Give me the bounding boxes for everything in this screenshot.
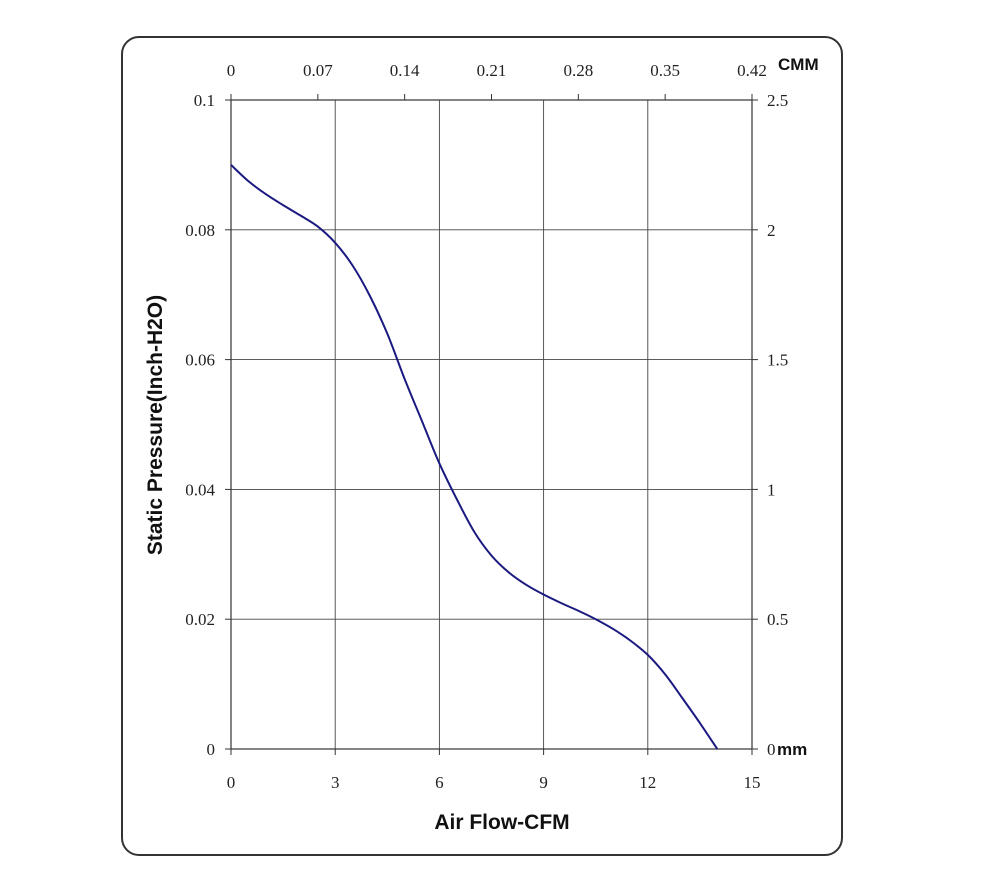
plot-border [230,99,753,750]
top-tick-label: 0.28 [563,61,593,80]
top-tick-label: 0.07 [303,61,333,80]
tick-marks [225,94,758,755]
chart-frame [121,36,843,856]
top-tick-label: 0.14 [390,61,420,80]
right-tick-label: 1.5 [767,351,788,370]
right-axis-unit: mm [777,740,807,759]
x-tick-label: 3 [331,773,340,792]
y-tick-label: 0.06 [185,351,215,370]
y-tick-label: 0.02 [185,610,215,629]
top-tick-label: 0.42 [737,61,767,80]
series-layer [230,164,719,750]
y-tick-label: 0.04 [185,480,215,499]
top-axis-unit: CMM [778,55,819,74]
grid [231,100,752,749]
x-tick-label: 0 [227,773,236,792]
top-tick-label: 0.21 [477,61,507,80]
top-tick-label: 0 [227,61,236,80]
right-tick-label: 0 [767,740,776,759]
performance-curve [230,164,719,750]
y-axis-title: Static Pressure(Inch-H2O) [144,295,167,555]
x-tick-label: 9 [539,773,548,792]
right-tick-label: 1 [767,480,776,499]
y-tick-label: 0 [207,740,216,759]
top-tick-label: 0.35 [650,61,680,80]
right-tick-label: 2.5 [767,91,788,110]
x-tick-label: 15 [744,773,761,792]
x-tick-label: 12 [639,773,656,792]
x-tick-label: 6 [435,773,444,792]
right-tick-label: 0.5 [767,610,788,629]
y-tick-label: 0.1 [194,91,215,110]
right-tick-label: 2 [767,221,776,240]
y-tick-label: 0.08 [185,221,215,240]
x-axis-title: Air Flow-CFM [434,811,569,834]
